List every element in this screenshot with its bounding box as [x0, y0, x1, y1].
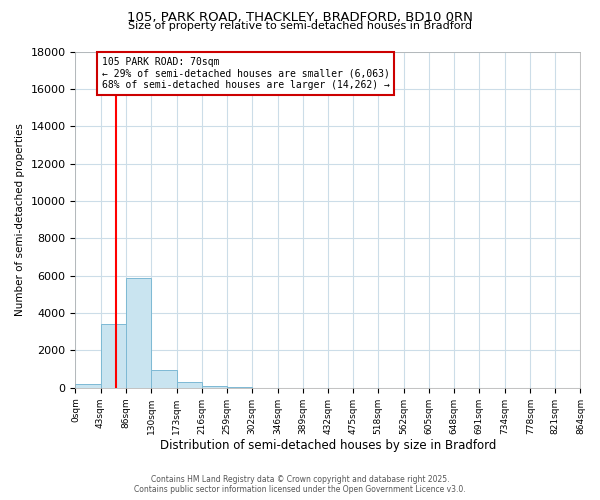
- Bar: [76, 384, 101, 388]
- Text: Contains HM Land Registry data © Crown copyright and database right 2025.
Contai: Contains HM Land Registry data © Crown c…: [134, 474, 466, 494]
- Bar: [125, 278, 151, 388]
- Bar: [151, 370, 176, 388]
- X-axis label: Distribution of semi-detached houses by size in Bradford: Distribution of semi-detached houses by …: [160, 440, 496, 452]
- Bar: [202, 386, 227, 388]
- Bar: [176, 382, 202, 388]
- Text: Size of property relative to semi-detached houses in Bradford: Size of property relative to semi-detach…: [128, 21, 472, 31]
- Text: 105, PARK ROAD, THACKLEY, BRADFORD, BD10 0RN: 105, PARK ROAD, THACKLEY, BRADFORD, BD10…: [127, 11, 473, 24]
- Text: 105 PARK ROAD: 70sqm
← 29% of semi-detached houses are smaller (6,063)
68% of se: 105 PARK ROAD: 70sqm ← 29% of semi-detac…: [102, 57, 389, 90]
- Bar: [227, 387, 252, 388]
- Y-axis label: Number of semi-detached properties: Number of semi-detached properties: [15, 123, 25, 316]
- Bar: [101, 324, 125, 388]
